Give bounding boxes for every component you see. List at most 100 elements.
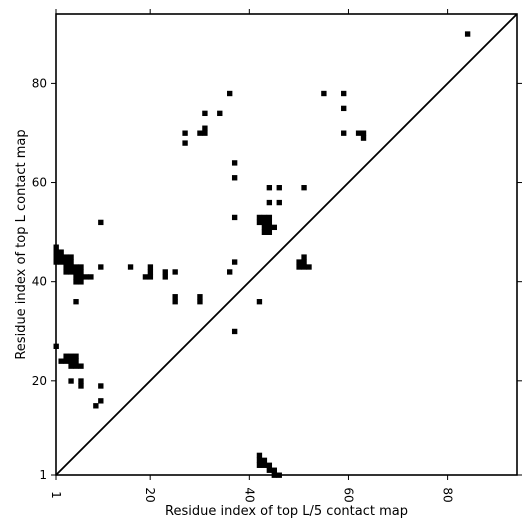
contact-cell — [231, 175, 238, 181]
y-tick-label: 60 — [32, 176, 47, 190]
contact-cell — [78, 383, 84, 389]
contact-cell — [341, 90, 347, 97]
contact-cell — [261, 462, 268, 468]
contact-cell — [360, 130, 367, 136]
contact-cell — [256, 462, 263, 468]
contact-cell — [276, 185, 282, 191]
contact-cell — [63, 358, 69, 364]
contact-cell — [98, 383, 104, 389]
contact-cell — [266, 214, 273, 221]
contact-cell — [172, 299, 178, 305]
contact-cell — [227, 90, 233, 97]
contact-cell — [271, 224, 277, 231]
contact-cell — [256, 299, 263, 305]
contact-cell — [266, 462, 273, 468]
contact-cell — [78, 363, 84, 369]
contact-cell — [296, 259, 302, 265]
contact-cell — [256, 457, 263, 464]
contact-cell — [172, 294, 178, 300]
contact-cell — [231, 328, 238, 335]
axis-ticks: 1 20 40 60 80 1 20 40 60 80 — [32, 9, 522, 503]
contact-cell — [98, 219, 104, 226]
contact-cell — [231, 214, 238, 221]
contact-cell — [202, 110, 208, 117]
contact-cell — [266, 229, 273, 235]
contact-cell — [321, 90, 327, 97]
x-tick-label: 80 — [441, 487, 455, 502]
contact-cell — [301, 259, 307, 265]
contact-cell — [78, 264, 84, 270]
contact-cell — [202, 130, 208, 136]
contact-cell — [202, 125, 208, 131]
plot-frame — [55, 13, 518, 476]
contact-cell — [63, 259, 69, 265]
contact-cell — [73, 353, 79, 359]
contact-cell — [58, 249, 64, 255]
contact-cell — [83, 274, 89, 280]
x-tick-label: 1 — [49, 491, 63, 499]
contact-cell — [301, 264, 307, 270]
contact-cell — [147, 274, 154, 280]
contact-cell — [78, 378, 84, 384]
contact-cell — [276, 199, 282, 206]
contact-cell — [68, 363, 74, 369]
contact-cell — [58, 358, 64, 364]
contact-cell — [73, 269, 79, 275]
contact-cell — [68, 358, 74, 364]
contact-cell — [197, 299, 203, 305]
contact-cell — [142, 274, 149, 280]
contact-cell — [73, 279, 79, 285]
contact-cell — [464, 31, 471, 37]
contact-cell — [73, 274, 79, 280]
contact-cell — [231, 160, 238, 166]
y-tick-label: 80 — [32, 76, 47, 90]
contact-cell — [266, 467, 273, 473]
y-axis-label: Residue index of top L contact map — [14, 129, 29, 359]
contact-cell — [58, 254, 64, 260]
contact-cell — [261, 457, 268, 464]
contact-cell — [261, 214, 268, 221]
contact-cell — [68, 269, 74, 275]
contact-cell — [127, 264, 134, 270]
contact-cell — [182, 130, 188, 136]
contact-cell — [68, 353, 74, 359]
contact-cell — [58, 259, 64, 265]
contact-cell — [172, 269, 178, 275]
contact-cell — [266, 199, 273, 206]
diagonal-line — [55, 13, 518, 476]
contact-cell — [360, 135, 367, 141]
x-tick-label: 20 — [143, 487, 157, 502]
contact-cell — [98, 398, 104, 404]
contact-cell — [261, 229, 268, 235]
contact-cell — [261, 224, 268, 231]
x-axis-label: Residue index of top L/5 contact map — [165, 504, 408, 519]
contact-cell — [266, 224, 273, 231]
contact-cell — [256, 219, 263, 226]
contact-cell — [73, 299, 79, 305]
contact-cell — [296, 264, 302, 270]
contact-cell — [73, 264, 79, 270]
y-tick-label: 1 — [39, 468, 47, 482]
contact-cell — [73, 358, 79, 364]
contact-cell — [88, 274, 94, 280]
contact-cell — [271, 467, 277, 473]
contact-cell — [162, 274, 168, 280]
contact-cell — [78, 274, 84, 280]
contact-cell — [68, 264, 74, 270]
contact-cell — [63, 254, 69, 260]
contact-cell — [63, 353, 69, 359]
contact-cell — [93, 403, 99, 409]
y-tick-label: 40 — [32, 275, 47, 289]
contact-cell — [266, 219, 273, 226]
contact-cell — [73, 363, 79, 369]
contact-cell — [341, 130, 347, 136]
contact-cell — [261, 219, 268, 226]
contact-cell — [78, 269, 84, 275]
y-tick-label: 20 — [32, 374, 47, 388]
contact-cell — [162, 269, 168, 275]
contact-cell — [217, 110, 223, 117]
contact-cell — [147, 264, 154, 270]
contact-cell — [231, 259, 238, 265]
contact-cell — [306, 264, 312, 270]
contact-cell — [341, 105, 347, 112]
